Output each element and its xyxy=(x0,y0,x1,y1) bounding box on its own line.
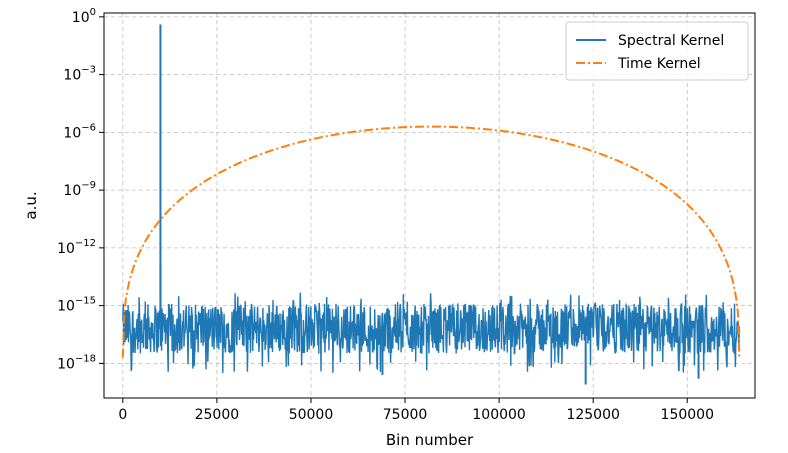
x-tick-label: 0 xyxy=(118,407,127,423)
legend-label-time-kernel: Time Kernel xyxy=(617,56,701,72)
x-tick-label: 50000 xyxy=(289,407,334,423)
y-tick-exponent: −6 xyxy=(81,122,96,133)
y-tick-label: 10−12 xyxy=(57,238,96,257)
y-tick-base: 10 xyxy=(63,183,81,199)
series-time-kernel-line xyxy=(121,125,741,358)
x-tick-label: 100000 xyxy=(472,407,525,423)
y-axis-label: a.u. xyxy=(22,191,40,219)
x-axis-label: Bin number xyxy=(386,431,474,449)
legend-label-spectral-kernel: Spectral Kernel xyxy=(618,33,724,49)
y-tick-base: 10 xyxy=(72,10,90,26)
y-tick-exponent: −18 xyxy=(75,353,96,364)
y-tick-base: 10 xyxy=(57,241,75,257)
x-tick-label: 75000 xyxy=(383,407,428,423)
legend: Spectral Kernel Time Kernel xyxy=(565,21,749,81)
y-tick-base: 10 xyxy=(57,356,75,372)
y-tick-label: 100 xyxy=(72,7,96,26)
x-axis-ticks: 0 25000 50000 75000 100000 125000 150000 xyxy=(118,398,714,423)
y-tick-label: 10−9 xyxy=(63,180,96,199)
y-tick-exponent: −3 xyxy=(81,65,96,76)
y-tick-label: 10−3 xyxy=(63,65,96,84)
x-tick-label: 125000 xyxy=(566,407,619,423)
plot-frame xyxy=(103,12,756,399)
series-layer xyxy=(121,24,741,385)
y-tick-exponent: −9 xyxy=(81,180,96,191)
x-tick-label: 25000 xyxy=(195,407,240,423)
y-tick-exponent: 0 xyxy=(90,7,96,18)
series-spectral-kernel-line xyxy=(122,292,740,374)
grid xyxy=(104,13,755,398)
y-tick-label: 10−15 xyxy=(57,296,96,315)
y-tick-exponent: −12 xyxy=(75,238,96,249)
y-tick-base: 10 xyxy=(57,299,75,315)
legend-box xyxy=(565,21,749,81)
y-tick-exponent: −15 xyxy=(75,296,96,307)
y-tick-base: 10 xyxy=(63,125,81,141)
y-tick-label: 10−18 xyxy=(57,353,96,372)
x-tick-label: 150000 xyxy=(661,407,714,423)
y-tick-label: 10−6 xyxy=(63,122,96,141)
y-tick-base: 10 xyxy=(63,68,81,84)
